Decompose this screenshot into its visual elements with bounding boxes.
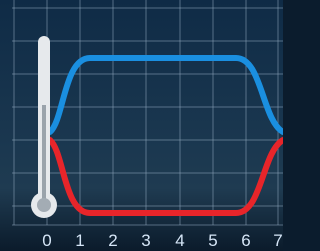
x-label: 0 [42, 231, 51, 250]
x-label: 4 [175, 231, 184, 250]
thermo-icon: 0 1 2 3 4 5 6 7 [0, 0, 283, 251]
x-label: 1 [75, 231, 84, 250]
x-label: 2 [108, 231, 117, 250]
x-label: 5 [208, 231, 217, 250]
x-label: 6 [241, 231, 250, 250]
x-label: 7 [273, 231, 282, 250]
x-label: 3 [141, 231, 150, 250]
